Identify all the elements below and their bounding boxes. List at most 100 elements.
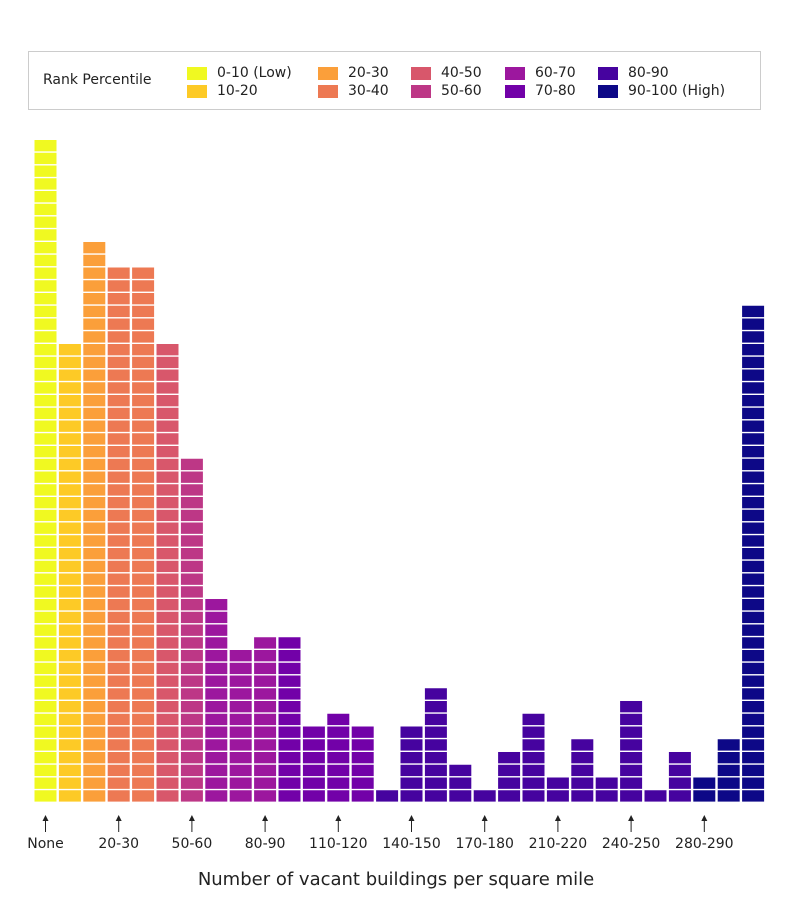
bar-unit — [498, 764, 521, 777]
bar-unit — [132, 356, 155, 369]
bar-unit — [34, 509, 57, 522]
x-tick-label: 240-250 — [602, 836, 661, 852]
histogram-bar — [58, 344, 81, 802]
bar-unit — [302, 764, 325, 777]
legend-swatch — [411, 66, 431, 80]
bar-unit — [156, 407, 179, 420]
bar-unit — [278, 701, 301, 713]
bar-unit — [620, 713, 643, 726]
bar-unit — [742, 688, 765, 700]
bar-unit — [58, 726, 81, 738]
bar-unit — [132, 560, 155, 573]
x-tick-arrowhead — [115, 815, 122, 821]
x-tick-arrowhead — [628, 815, 635, 821]
bar-unit — [180, 790, 203, 802]
histogram-bar — [278, 637, 301, 802]
bar-unit — [620, 777, 643, 789]
bar-unit — [107, 560, 130, 573]
legend-label: 90-100 (High) — [628, 83, 726, 99]
bar-unit — [132, 331, 155, 343]
histogram-bar — [620, 701, 643, 802]
bar-unit — [34, 191, 57, 203]
bar-unit — [156, 458, 179, 471]
bar-unit — [278, 726, 301, 738]
legend-swatch — [187, 84, 207, 98]
bar-unit — [132, 305, 155, 318]
bar-unit — [156, 599, 179, 611]
bar-unit — [83, 293, 106, 305]
bar-unit — [58, 420, 81, 432]
bar-unit — [229, 675, 252, 687]
bar-unit — [302, 752, 325, 764]
bar-unit — [156, 675, 179, 687]
bar-unit — [83, 395, 106, 407]
bar-unit — [254, 701, 277, 713]
bar-unit — [83, 254, 106, 267]
histogram-bar — [34, 140, 57, 802]
x-tick-arrowhead — [408, 815, 415, 821]
bar-unit — [107, 356, 130, 369]
bar-unit — [58, 535, 81, 547]
bar-unit — [180, 484, 203, 496]
bar-unit — [180, 560, 203, 573]
bar-unit — [278, 637, 301, 649]
histogram-bar — [693, 777, 716, 802]
bar-unit — [83, 433, 106, 445]
bar-unit — [668, 790, 691, 802]
bar-unit — [742, 522, 765, 534]
x-tick-label: 50-60 — [172, 836, 213, 852]
bar-unit — [58, 548, 81, 560]
bar-unit — [132, 701, 155, 713]
bar-unit — [717, 739, 740, 751]
bar-unit — [571, 764, 594, 777]
bar-unit — [254, 675, 277, 687]
bar-unit — [34, 611, 57, 624]
bar-unit — [742, 599, 765, 611]
x-axis-label: Number of vacant buildings per square mi… — [198, 869, 594, 890]
bar-unit — [278, 713, 301, 726]
bar-unit — [107, 599, 130, 611]
bar-unit — [34, 318, 57, 330]
bar-unit — [34, 407, 57, 420]
bar-unit — [351, 726, 374, 738]
legend-entry: 0-10 (Low) — [187, 65, 292, 81]
bar-unit — [571, 777, 594, 789]
bar-unit — [742, 471, 765, 483]
bar-unit — [58, 739, 81, 751]
bar-unit — [132, 395, 155, 407]
histogram-bar — [424, 688, 447, 802]
bar-unit — [132, 407, 155, 420]
bar-unit — [34, 203, 57, 216]
bar-unit — [58, 586, 81, 598]
bar-unit — [449, 790, 472, 802]
bar-unit — [34, 790, 57, 802]
bar-unit — [522, 713, 545, 726]
bar-unit — [254, 650, 277, 662]
bar-unit — [132, 726, 155, 738]
bar-unit — [34, 662, 57, 675]
bar-unit — [132, 599, 155, 611]
bar-unit — [132, 382, 155, 394]
bar-unit — [620, 739, 643, 751]
bar-unit — [132, 509, 155, 522]
bar-unit — [83, 586, 106, 598]
x-tick-arrowhead — [701, 815, 708, 821]
bar-unit — [83, 701, 106, 713]
bar-unit — [58, 560, 81, 573]
histogram-bar — [302, 726, 325, 802]
bar-unit — [156, 586, 179, 598]
bar-unit — [180, 471, 203, 483]
bar-unit — [83, 522, 106, 534]
bar-unit — [34, 242, 57, 254]
bar-unit — [254, 739, 277, 751]
legend-entry: 20-30 — [318, 65, 389, 81]
bar-unit — [58, 637, 81, 649]
bar-unit — [254, 688, 277, 700]
bar-unit — [205, 611, 228, 624]
bar-unit — [107, 267, 130, 279]
bar-unit — [229, 752, 252, 764]
legend-label: 10-20 — [217, 83, 258, 99]
x-tick-label: 80-90 — [245, 836, 286, 852]
bar-unit — [107, 344, 130, 356]
bar-unit — [156, 764, 179, 777]
